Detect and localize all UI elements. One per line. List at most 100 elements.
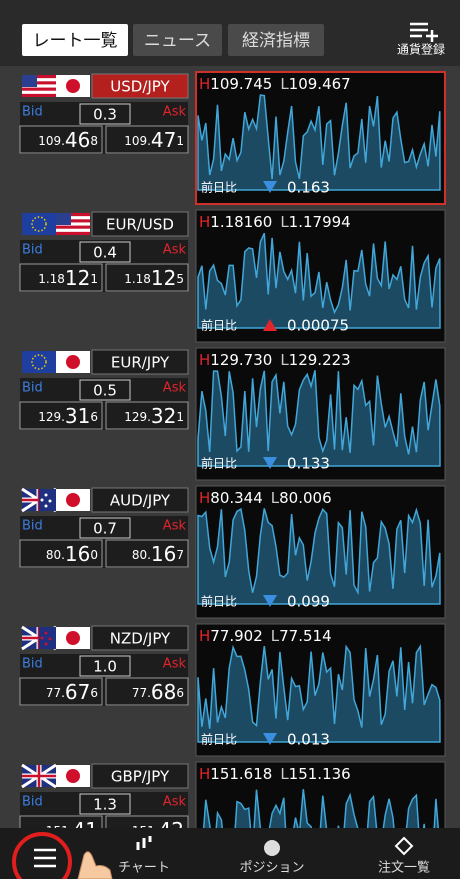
text-part: 109. (38, 134, 65, 148)
tab-label: 経済指標 (242, 31, 310, 51)
change-value: 0.099 (287, 593, 330, 611)
text-part: 151.618 (210, 765, 272, 783)
flag (39, 500, 56, 511)
nav-label[interactable]: 注文一覧 (378, 860, 430, 876)
ask-label: Ask (163, 381, 187, 396)
change-label: 前日比 (201, 456, 237, 471)
flag (56, 232, 90, 235)
text-part: 129.730 (210, 351, 272, 369)
text-part: 31 (65, 404, 90, 428)
change-label: 前日比 (201, 732, 237, 747)
ask-label: Ask (163, 519, 187, 534)
text-part: 129. (38, 410, 65, 424)
text-part: H (199, 351, 210, 369)
bid-label: Bid (22, 381, 43, 396)
text-part: 151.136 (289, 765, 351, 783)
text-part: 5 (176, 272, 184, 286)
nav-label[interactable]: チャート (118, 861, 170, 876)
bid-label: Bid (22, 105, 43, 120)
text-part: 8 (90, 134, 98, 148)
bid-label: Bid (22, 519, 43, 534)
flag (66, 493, 80, 507)
ask-label: Ask (163, 243, 187, 258)
change-value: 0.133 (287, 455, 330, 473)
app-screen: USD/JPYBidAsk0.3109.468109.471H109.745L1… (0, 0, 460, 879)
text-part: 6 (90, 410, 98, 424)
flag (45, 643, 48, 646)
text-part: 68 (151, 680, 176, 704)
change-label: 前日比 (201, 318, 237, 333)
text-part: 7 (176, 548, 184, 562)
change-label: 前日比 (201, 594, 237, 609)
tab-label: ニュース (144, 31, 211, 51)
change-value: 0.013 (287, 731, 330, 749)
text-part: 77. (132, 686, 151, 700)
text-part: H (199, 627, 210, 645)
spread: 0.4 (93, 244, 117, 262)
text-part: 80. (46, 548, 65, 562)
text-part: 12 (151, 266, 176, 290)
text-part: 80.344 (210, 489, 263, 507)
text-part: 77.514 (279, 627, 332, 645)
flag (49, 500, 52, 503)
spread: 0.3 (93, 106, 117, 124)
pair-label: GBP/JPY (111, 768, 170, 786)
position-icon (264, 840, 280, 856)
pair-label: AUD/JPY (110, 492, 171, 510)
register-label[interactable]: 通貨登録 (397, 42, 445, 57)
text-part: 77.902 (210, 627, 263, 645)
text-part: 77. (46, 686, 65, 700)
text-part: 47 (151, 128, 176, 152)
flag (22, 75, 37, 87)
flag (39, 638, 56, 649)
text-part: 12 (65, 266, 90, 290)
pair-label: USD/JPY (110, 78, 170, 96)
text-part: 6 (176, 686, 184, 700)
text-part: 109.745 (210, 75, 272, 93)
pair-label: EUR/USD (106, 216, 174, 234)
flag (56, 213, 71, 225)
text-part: H (199, 765, 210, 783)
flag (66, 631, 80, 645)
ask-label: Ask (163, 657, 187, 672)
text-part: 1.18 (124, 272, 151, 286)
spread: 0.7 (93, 520, 117, 538)
flag (66, 769, 80, 783)
text-part: 109. (124, 134, 151, 148)
nav-label[interactable]: ポジション (239, 861, 304, 876)
pair-label: EUR/JPY (111, 354, 170, 372)
flag (56, 226, 90, 229)
flag (45, 494, 48, 497)
bid-label: Bid (22, 795, 43, 810)
text-part: 1.17994 (289, 213, 351, 231)
text-part: 80. (132, 548, 151, 562)
flag (49, 638, 52, 641)
ask-label: Ask (163, 105, 187, 120)
text-part: 16 (151, 542, 176, 566)
text-part: 129. (124, 410, 151, 424)
flag (41, 637, 44, 640)
flag (66, 79, 80, 93)
text-part: 6 (90, 686, 98, 700)
flag (66, 355, 80, 369)
spread: 1.0 (93, 658, 117, 676)
text-part: 32 (151, 404, 176, 428)
flag (22, 94, 56, 97)
flag (41, 499, 44, 502)
flag (22, 88, 56, 91)
tab-label: レート一覧 (33, 31, 118, 51)
change-value: 0.00075 (287, 317, 349, 335)
text-part: 46 (65, 128, 90, 152)
bid-label: Bid (22, 657, 43, 672)
text-part: H (199, 75, 210, 93)
text-part: 16 (65, 542, 90, 566)
flag (45, 505, 48, 508)
text-part: 80.006 (279, 489, 332, 507)
pair-label: NZD/JPY (110, 630, 171, 648)
bid-label: Bid (22, 243, 43, 258)
ask-label: Ask (163, 795, 187, 810)
text-part: 1 (176, 410, 184, 424)
flag (45, 632, 48, 635)
text-part: 0 (90, 548, 98, 562)
change-value: 0.163 (287, 179, 330, 197)
